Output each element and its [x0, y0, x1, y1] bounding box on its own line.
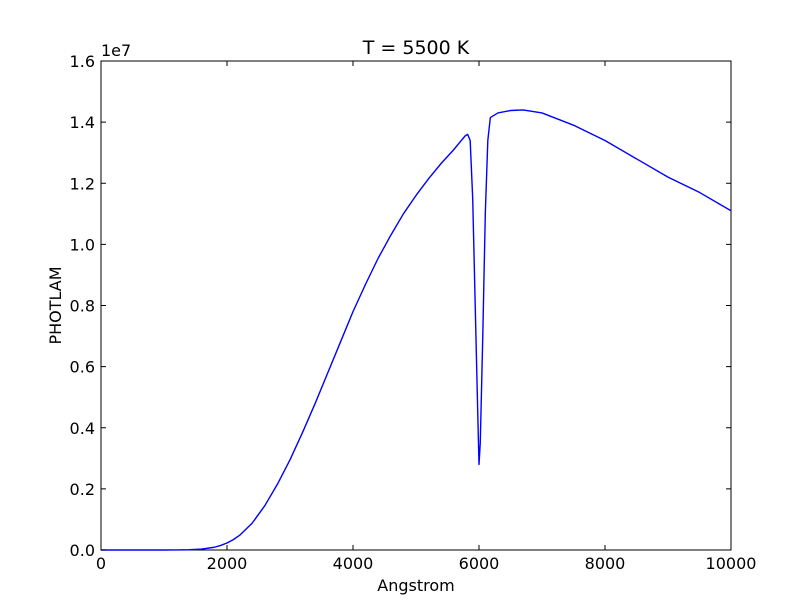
plot-area: [100, 60, 732, 551]
y-tick-label-4: 0.8: [70, 297, 95, 316]
y-tick-label-0: 0.0: [70, 541, 95, 560]
y-tick-label-7: 1.4: [70, 113, 95, 132]
x-tick-label-1: 2000: [207, 554, 248, 573]
x-tick-label-3: 6000: [459, 554, 500, 573]
chart-title: T = 5500 K: [362, 37, 470, 59]
x-axis-label: Angstrom: [377, 576, 454, 595]
y-tick-label-1: 0.2: [70, 480, 95, 499]
x-axis-ticks: 0 2000 4000 6000 8000 10000: [96, 61, 757, 573]
x-tick-label-5: 10000: [706, 554, 757, 573]
y-tick-label-5: 1.0: [70, 235, 95, 254]
y-tick-label-6: 1.2: [70, 174, 95, 193]
x-tick-label-4: 8000: [585, 554, 626, 573]
y-tick-label-8: 1.6: [70, 52, 95, 71]
y-axis-label: PHOTLAM: [46, 266, 65, 344]
series-layer: [101, 109, 732, 551]
y-axis-offset-label: 1e7: [101, 41, 131, 60]
x-tick-label-2: 4000: [333, 554, 374, 573]
y-tick-label-3: 0.6: [70, 358, 95, 377]
y-tick-label-2: 0.4: [70, 419, 95, 438]
x-tick-label-0: 0: [96, 554, 106, 573]
y-axis-ticks: 0.0 0.2 0.4 0.6 0.8 1.0 1.2 1.4 1.6: [70, 52, 731, 560]
series-line-0: [101, 109, 732, 551]
